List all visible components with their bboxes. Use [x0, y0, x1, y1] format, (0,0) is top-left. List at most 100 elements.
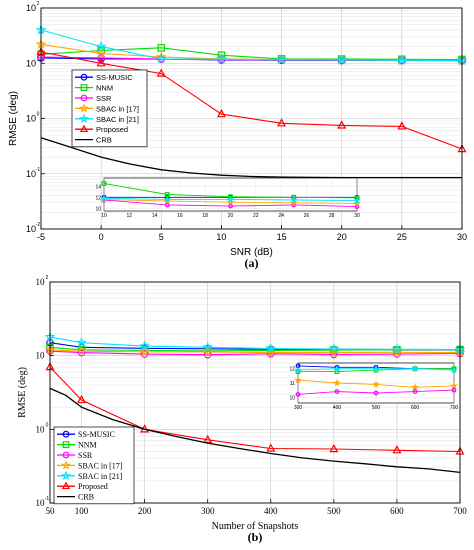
legend-marker — [80, 73, 88, 81]
inset-chart: 300 400 500 600 700 12 11 10 — [289, 362, 459, 411]
y-tick-exponent: 2 — [46, 275, 49, 281]
data-point — [96, 58, 106, 67]
data-point — [266, 443, 276, 452]
legend-marker — [62, 430, 70, 438]
y-tick-exponent: -1 — [45, 496, 50, 502]
y-tick-label: 10 — [36, 424, 46, 434]
legend-label: NNM — [78, 441, 97, 450]
inset-data-point — [333, 364, 341, 372]
y-tick-label: 10 — [26, 3, 36, 13]
x-tick-label: 15 — [277, 232, 287, 242]
x-tick-label: 700 — [453, 506, 467, 516]
inset-y-tick-label: 10 — [289, 395, 295, 401]
legend-marker — [61, 460, 71, 470]
data-point — [396, 54, 408, 65]
inset-chart: 10 12 14 16 18 20 22 24 26 28 30 14 12 10 — [95, 177, 361, 219]
inset-x-tick-label: 12 — [127, 213, 133, 219]
data-point — [139, 340, 151, 351]
inset-y-tick-label: 10 — [95, 206, 101, 212]
inset-series-line — [103, 197, 358, 202]
data-point — [203, 434, 213, 444]
y-axis-label: RMSE (deg) — [8, 91, 19, 146]
inset-data-point — [294, 366, 302, 374]
y-tick-exponent: 2 — [37, 1, 40, 7]
inset-y-tick-label: 14 — [95, 184, 101, 190]
data-point — [215, 53, 227, 64]
data-point — [336, 54, 348, 65]
y-tick-exponent: -1 — [36, 167, 41, 173]
inset-x-tick-label: 24 — [278, 213, 284, 219]
series-line — [49, 346, 461, 352]
series-line — [49, 350, 461, 356]
y-tick-label: 10 — [36, 351, 46, 361]
inset-series-line — [297, 368, 455, 371]
legend-label: Proposed — [96, 125, 128, 134]
inset-y-tick-label: 12 — [289, 367, 295, 373]
series-crb — [40, 137, 462, 179]
inset-series-line — [297, 389, 455, 395]
x-tick-label: 25 — [397, 232, 407, 242]
legend-label: NNM — [96, 84, 113, 93]
series-line — [49, 387, 461, 474]
inset-series-line — [297, 379, 455, 388]
inset-x-tick-label: 18 — [202, 213, 208, 219]
inset-x-tick-label: 400 — [333, 405, 342, 411]
inset-series-line — [103, 198, 358, 204]
inset-x-tick-label: 30 — [354, 213, 360, 219]
inset-data-point — [295, 392, 301, 397]
data-point — [265, 342, 277, 354]
inset-x-tick-label: 22 — [253, 213, 259, 219]
inset-data-point — [334, 389, 340, 394]
legend-marker — [61, 470, 71, 480]
axes-frame — [40, 7, 463, 230]
series-line — [40, 47, 463, 61]
inset-data-point — [412, 389, 418, 394]
series-sbac-in-21- — [35, 24, 468, 66]
inset-data-point — [226, 195, 235, 203]
x-tick-label: 10 — [216, 232, 226, 242]
data-point — [155, 53, 167, 64]
series-line — [40, 137, 462, 179]
inset-data-point — [353, 196, 361, 204]
inset-data-point — [100, 194, 108, 202]
x-tick-label: 30 — [457, 232, 467, 242]
inset-data-point — [372, 380, 380, 388]
inset-data-point — [164, 202, 170, 208]
data-point — [391, 343, 403, 354]
inset-series — [100, 194, 361, 204]
panel-caption: (a) — [245, 256, 259, 270]
legend-label: SBAC in [17] — [78, 461, 123, 470]
legend-label: SSR — [96, 94, 112, 103]
data-point — [95, 47, 107, 59]
inset-x-tick-label: 14 — [152, 213, 158, 219]
data-point — [77, 348, 86, 357]
series-sbac-in-21- — [44, 331, 466, 355]
legend-marker — [79, 103, 89, 113]
inset-y-tick-label: 12 — [95, 195, 101, 201]
data-point — [140, 350, 149, 358]
inset-x-tick-label: 16 — [177, 213, 183, 219]
data-point — [77, 394, 87, 404]
inset-x-tick-label: 10 — [101, 213, 107, 219]
inset-data-point — [411, 383, 419, 391]
data-point — [76, 345, 87, 356]
inset-data-point — [411, 364, 419, 372]
inset-x-tick-label: 700 — [450, 405, 459, 411]
legend-marker — [61, 481, 71, 490]
x-tick-label: 0 — [99, 232, 104, 242]
inset-x-tick-label: 500 — [372, 405, 381, 411]
inset-x-tick-label: 28 — [329, 213, 335, 219]
series-crb — [49, 387, 461, 474]
x-tick-label: 600 — [390, 506, 404, 516]
inset-data-point — [163, 197, 171, 205]
inset-series — [294, 364, 458, 374]
inset-x-tick-label: 20 — [228, 213, 234, 219]
x-tick-label: 5 — [159, 232, 164, 242]
legend-marker — [80, 94, 88, 102]
inset-data-point — [451, 387, 457, 393]
legend-label: SS-MUSIC — [78, 430, 115, 439]
legend-marker — [79, 113, 89, 123]
